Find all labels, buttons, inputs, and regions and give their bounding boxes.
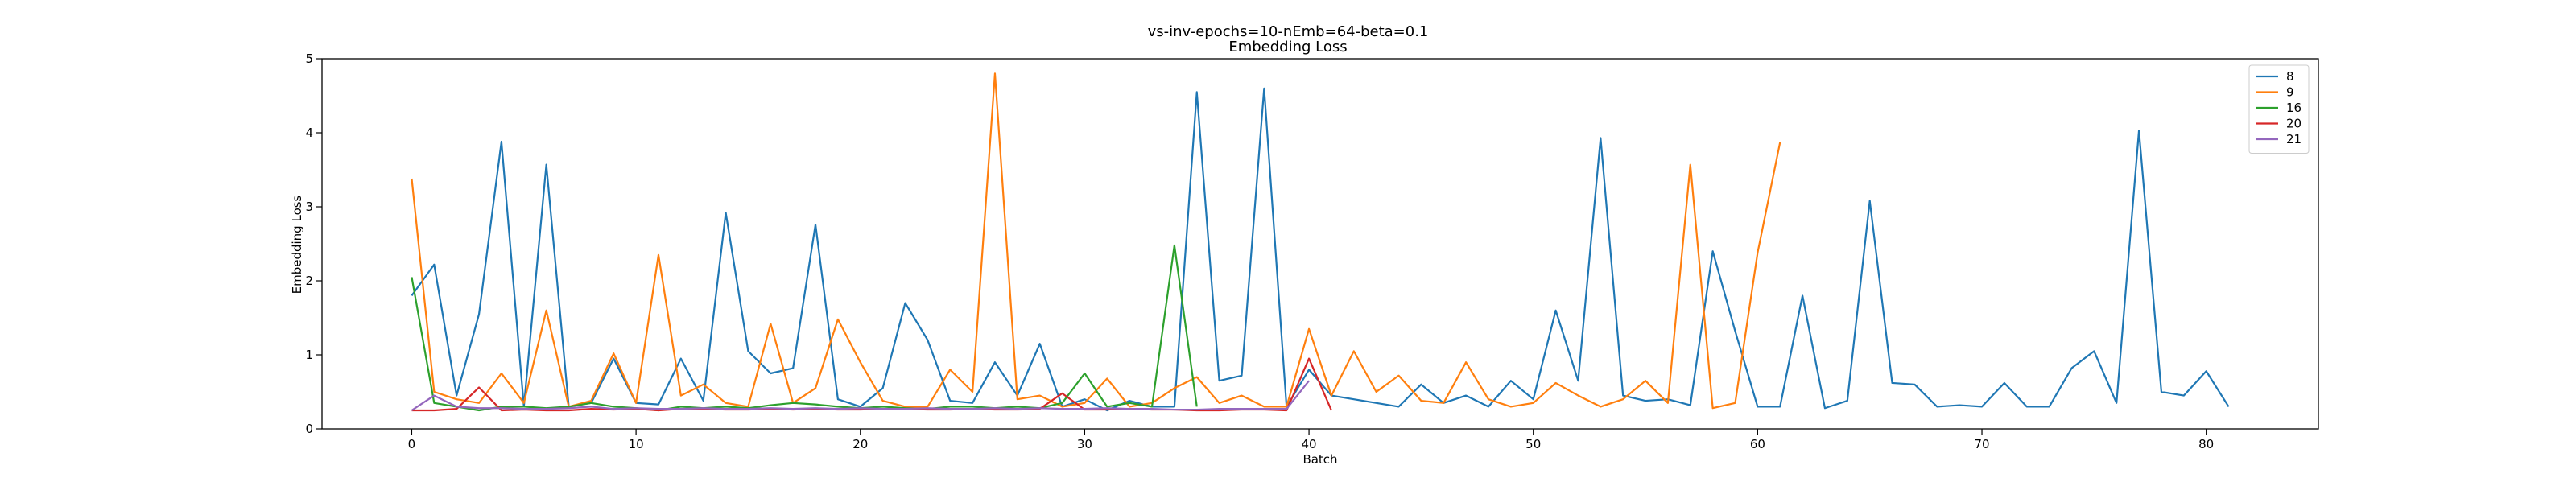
y-tick-label-1: 1 xyxy=(305,348,313,362)
x-tick-label-80: 80 xyxy=(2198,437,2214,451)
x-tick-label-50: 50 xyxy=(1525,437,1541,451)
x-tick-label-10: 10 xyxy=(629,437,644,451)
axes-frame xyxy=(321,58,2319,430)
y-tick-label-3: 3 xyxy=(305,200,313,214)
x-tick-label-60: 60 xyxy=(1750,437,1765,451)
legend-label-16: 16 xyxy=(2286,101,2301,115)
x-tick-label-30: 30 xyxy=(1077,437,1092,451)
legend-box xyxy=(2248,64,2310,154)
x-tick-label-20: 20 xyxy=(852,437,868,451)
series-line-16 xyxy=(411,244,1198,412)
series-line-21 xyxy=(411,380,1310,411)
chart-subtitle: Embedding Loss xyxy=(1228,39,1347,56)
y-axis-label: Embedding Loss xyxy=(290,195,304,294)
legend-label-9: 9 xyxy=(2286,85,2294,100)
legend-label-20: 20 xyxy=(2286,117,2301,131)
legend-label-8: 8 xyxy=(2286,69,2294,84)
axes-group: 0 10 20 30 40 50 60 70 80 0 1 2 3 4 5 xyxy=(305,51,2319,451)
x-tick-label-0: 0 xyxy=(408,437,416,451)
y-tick-label-4: 4 xyxy=(305,126,313,140)
plot-area xyxy=(322,59,2318,429)
series-group xyxy=(411,72,2230,412)
y-tick-label-0: 0 xyxy=(305,422,313,436)
x-tick-label-40: 40 xyxy=(1302,437,1317,451)
x-axis-label: Batch xyxy=(1302,452,1337,467)
y-tick-label-5: 5 xyxy=(305,51,313,66)
x-tick-label-70: 70 xyxy=(1974,437,1989,451)
y-tick-label-2: 2 xyxy=(305,274,313,288)
legend-label-21: 21 xyxy=(2286,132,2301,146)
chart-title: vs-inv-epochs=10-nEmb=64-beta=0.1 xyxy=(1148,23,1429,40)
title-group: vs-inv-epochs=10-nEmb=64-beta=0.1 Embedd… xyxy=(1148,23,1429,56)
plot-background xyxy=(322,59,2318,429)
